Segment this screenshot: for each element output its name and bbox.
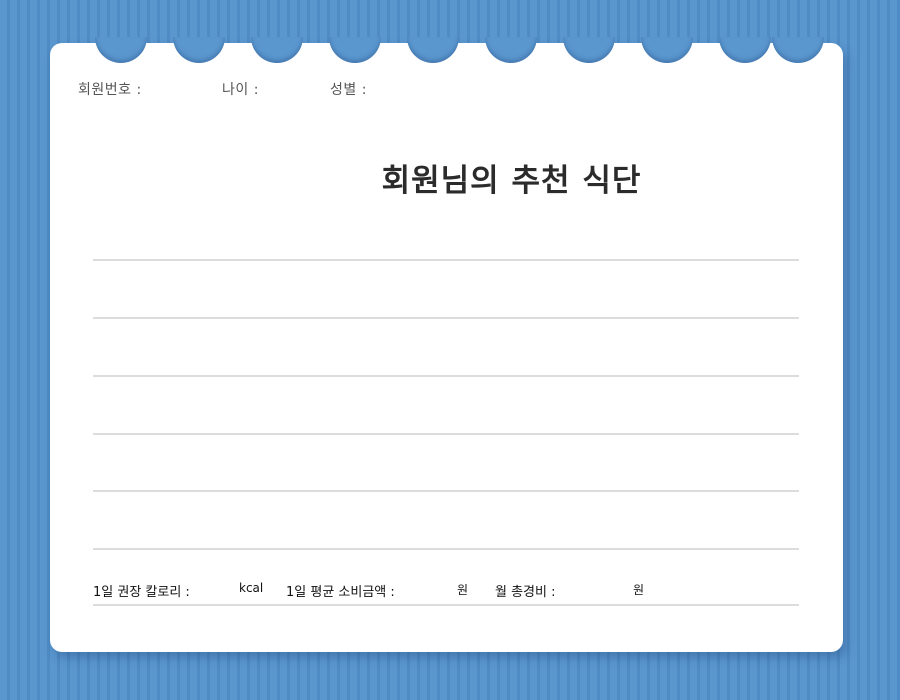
calorie-unit: kcal (239, 581, 264, 595)
monthly-cost-unit: 원 (633, 583, 645, 597)
binder-hole (329, 37, 381, 63)
writing-line (93, 375, 799, 377)
writing-line (93, 433, 799, 435)
writing-line (93, 317, 799, 319)
binder-hole (485, 37, 537, 63)
writing-line (93, 490, 799, 492)
binder-hole (719, 37, 771, 63)
binder-hole (407, 37, 459, 63)
binder-hole (251, 37, 303, 63)
daily-cost-label: 1일 평균 소비금액 : (286, 585, 395, 600)
binder-hole (563, 37, 615, 63)
age-label: 나이 : (222, 82, 259, 98)
binder-hole (641, 37, 693, 63)
page-title: 회원님의 추천 식단 (381, 163, 642, 199)
daily-calorie-label: 1일 권장 칼로리 : (93, 585, 190, 600)
daily-cost-unit: 원 (457, 583, 469, 597)
gender-label: 성별 : (330, 82, 367, 98)
writing-line (93, 259, 799, 261)
diet-plan-card: 회원번호 : 나이 : 성별 : 회원님의 추천 식단 1일 권장 칼로리 : … (50, 37, 843, 652)
member-number-label: 회원번호 : (78, 82, 142, 98)
binder-hole (173, 37, 225, 63)
monthly-cost-label: 월 총경비 : (495, 585, 556, 600)
binder-hole (772, 37, 824, 63)
writing-line (93, 548, 799, 550)
binder-hole (95, 37, 147, 63)
summary-row: 1일 권장 칼로리 : kcal 1일 평균 소비금액 : 원 월 총경비 : … (93, 581, 799, 601)
footer-line (93, 604, 799, 606)
